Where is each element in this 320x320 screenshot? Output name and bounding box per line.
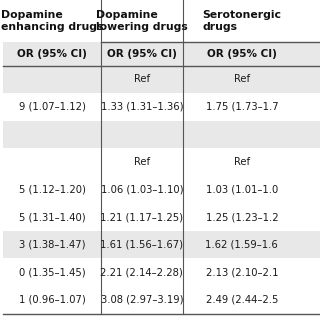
Text: Ref: Ref (134, 74, 150, 84)
Bar (4, 286, 320, 314)
Text: 1.61 (1.56–1.67): 1.61 (1.56–1.67) (100, 240, 183, 250)
Text: 1.33 (1.31–1.36): 1.33 (1.31–1.36) (100, 102, 183, 112)
Text: 5 (1.12–1.20): 5 (1.12–1.20) (19, 185, 85, 195)
Bar (4, 0, 320, 42)
Text: Dopamine
lowering drugs: Dopamine lowering drugs (96, 10, 188, 32)
Text: OR (95% CI): OR (95% CI) (17, 49, 87, 59)
Bar (4, 42, 320, 66)
Text: OR (95% CI): OR (95% CI) (107, 49, 177, 59)
Text: 1.25 (1.23–1.2: 1.25 (1.23–1.2 (205, 212, 278, 222)
Text: 2.49 (2.44–2.5: 2.49 (2.44–2.5 (206, 295, 278, 305)
Text: 9 (1.07–1.12): 9 (1.07–1.12) (19, 102, 85, 112)
Bar (4, 66, 320, 93)
Text: 3.08 (2.97–3.19): 3.08 (2.97–3.19) (100, 295, 183, 305)
Text: OR (95% CI): OR (95% CI) (207, 49, 277, 59)
Bar (4, 148, 320, 176)
Text: 1 (0.96–1.07): 1 (0.96–1.07) (19, 295, 85, 305)
Bar (4, 176, 320, 204)
Text: Ref: Ref (134, 157, 150, 167)
Text: 2.21 (2.14–2.28): 2.21 (2.14–2.28) (100, 267, 183, 277)
Text: Dopamine
enhancing drugs: Dopamine enhancing drugs (1, 10, 103, 32)
Text: 1.21 (1.17–1.25): 1.21 (1.17–1.25) (100, 212, 183, 222)
Text: Ref: Ref (234, 157, 250, 167)
Text: 2.13 (2.10–2.1: 2.13 (2.10–2.1 (206, 267, 278, 277)
Text: 1.03 (1.01–1.0: 1.03 (1.01–1.0 (206, 185, 278, 195)
Text: Ref: Ref (234, 74, 250, 84)
Bar (4, 259, 320, 286)
Text: 0 (1.35–1.45): 0 (1.35–1.45) (19, 267, 85, 277)
Text: 3 (1.38–1.47): 3 (1.38–1.47) (19, 240, 85, 250)
Bar (4, 121, 320, 148)
Text: 1.62 (1.59–1.6: 1.62 (1.59–1.6 (205, 240, 278, 250)
Bar (4, 231, 320, 259)
Bar (4, 204, 320, 231)
Text: Serotonergic
drugs: Serotonergic drugs (202, 10, 281, 32)
Text: 5 (1.31–1.40): 5 (1.31–1.40) (19, 212, 85, 222)
Text: 1.75 (1.73–1.7: 1.75 (1.73–1.7 (205, 102, 278, 112)
Text: 1.06 (1.03–1.10): 1.06 (1.03–1.10) (100, 185, 183, 195)
Bar (4, 93, 320, 121)
